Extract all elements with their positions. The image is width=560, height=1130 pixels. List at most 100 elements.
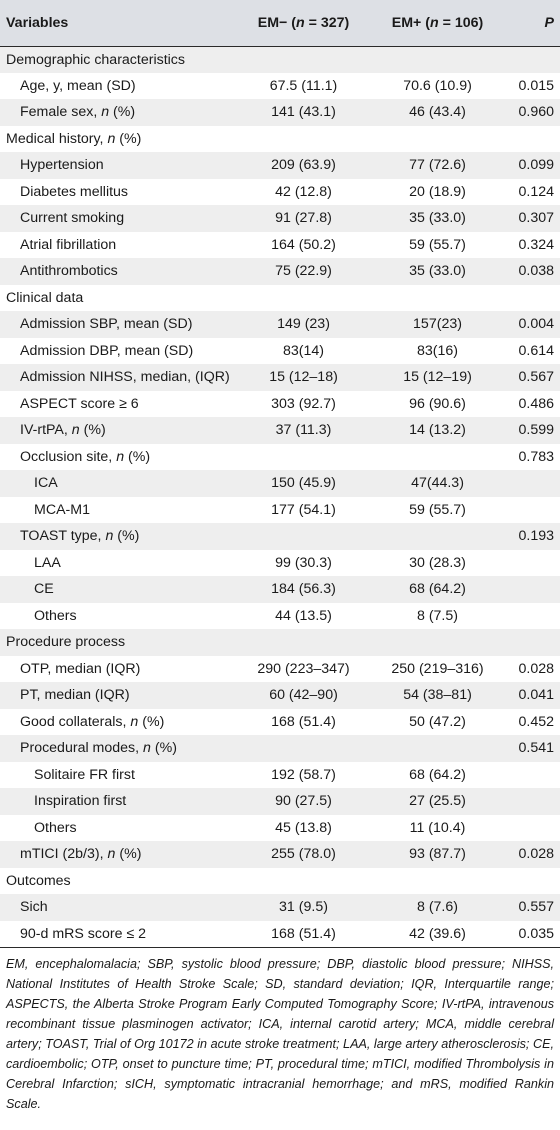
row-label: Medical history, n (%) xyxy=(6,130,142,147)
cell-p xyxy=(500,550,560,577)
row-label: Outcomes xyxy=(6,872,71,889)
table-row: Inspiration first 90 (27.5) 27 (25.5) xyxy=(0,788,560,815)
cell-em-minus: 150 (45.9) xyxy=(271,475,336,492)
cell-em-plus: 47(44.3) xyxy=(411,475,464,492)
cell-p: 0.028 xyxy=(518,660,554,677)
cell-em-plus: 54 (38–81) xyxy=(403,687,472,704)
cell-em-minus xyxy=(232,868,375,895)
cell-em-minus: 168 (51.4) xyxy=(271,713,336,730)
table-row: Admission NIHSS, median, (IQR) 15 (12–18)… xyxy=(0,364,560,391)
cell-em-minus xyxy=(232,735,375,762)
row-label: Current smoking xyxy=(20,210,125,227)
table-row: Procedural modes, n (%) 0.541 xyxy=(0,735,560,762)
row-label: Atrial fibrillation xyxy=(20,236,117,253)
row-label: LAA xyxy=(34,554,61,571)
row-label: ICA xyxy=(34,475,58,492)
row-label: Good collaterals, n (%) xyxy=(20,713,165,730)
cell-p: 0.452 xyxy=(518,713,554,730)
cell-em-minus: 303 (92.7) xyxy=(271,395,336,412)
cell-em-plus: 96 (90.6) xyxy=(409,395,466,412)
cell-em-plus: 20 (18.9) xyxy=(409,183,466,200)
header-em-plus: EM+ (n = 106) xyxy=(375,0,500,47)
cell-em-minus: 149 (23) xyxy=(277,316,330,333)
cell-em-plus xyxy=(375,523,500,550)
row-label: 90-d mRS score ≤ 2 xyxy=(0,920,232,948)
cell-em-plus xyxy=(375,126,500,153)
table-row: MCA-M1 177 (54.1) 59 (55.7) xyxy=(0,497,560,524)
cell-em-plus: 157(23) xyxy=(413,316,462,333)
cell-em-plus: 11 (10.4) xyxy=(409,819,466,836)
cell-p: 0.324 xyxy=(518,236,554,253)
header-row: Variables EM− (n = 327) EM+ (n = 106) P xyxy=(0,0,560,47)
cell-em-minus: 67.5 (11.1) xyxy=(269,77,338,94)
cell-em-plus xyxy=(375,444,500,471)
table-row: Outcomes xyxy=(0,868,560,895)
row-label: TOAST type, n (%) xyxy=(20,528,140,545)
cell-p: 0.614 xyxy=(518,342,554,359)
cell-p xyxy=(500,470,560,497)
cell-em-minus: 99 (30.3) xyxy=(275,554,332,571)
cell-p xyxy=(500,815,560,842)
cell-em-minus: 290 (223–347) xyxy=(257,660,350,677)
table-row: Others 44 (13.5) 8 (7.5) xyxy=(0,603,560,630)
cell-em-plus: 59 (55.7) xyxy=(409,236,466,253)
cell-p: 0.599 xyxy=(518,422,554,439)
cell-em-minus: 75 (22.9) xyxy=(275,263,332,280)
cell-em-minus: 42 (12.8) xyxy=(275,183,332,200)
cell-p xyxy=(500,868,560,895)
table-row: ASPECT score ≥ 6 303 (92.7) 96 (90.6) 0.486 xyxy=(0,391,560,418)
table-body: Demographic characteristics Age, y, mean … xyxy=(0,46,560,948)
cell-p: 0.557 xyxy=(518,899,554,916)
cell-em-plus: 8 (7.6) xyxy=(416,899,458,916)
cell-em-minus xyxy=(232,285,375,312)
cell-em-minus xyxy=(232,46,375,73)
cell-em-plus: 35 (33.0) xyxy=(409,210,466,227)
row-label: Antithrombotics xyxy=(20,263,118,280)
cell-em-minus xyxy=(232,126,375,153)
row-label: Inspiration first xyxy=(34,793,127,810)
row-label: mTICI (2b/3), n (%) xyxy=(20,846,142,863)
cell-em-minus: 60 (42–90) xyxy=(269,687,338,704)
row-label: PT, median (IQR) xyxy=(20,687,130,704)
table-row: Age, y, mean (SD) 67.5 (11.1) 70.6 (10.9) 0… xyxy=(0,73,560,100)
table-row: 90-d mRS score ≤ 2 168 (51.4) 42 (39.6) 0.0… xyxy=(0,920,560,948)
cell-em-minus: 168 (51.4) xyxy=(232,920,375,948)
cell-p xyxy=(500,762,560,789)
table-row: Hypertension 209 (63.9) 77 (72.6) 0.099 xyxy=(0,152,560,179)
cell-em-plus: 83(16) xyxy=(416,342,458,359)
cell-em-plus xyxy=(375,868,500,895)
cell-p xyxy=(500,788,560,815)
cell-em-plus xyxy=(375,735,500,762)
row-label: Admission NIHSS, median, (IQR) xyxy=(20,369,230,386)
cell-em-minus: 83(14) xyxy=(282,342,324,359)
cell-p xyxy=(500,629,560,656)
cell-em-minus: 44 (13.5) xyxy=(275,607,332,624)
cell-em-plus: 59 (55.7) xyxy=(409,501,466,518)
table-row: Atrial fibrillation 164 (50.2) 59 (55.7) 0.… xyxy=(0,232,560,259)
cell-em-minus: 91 (27.8) xyxy=(275,210,332,227)
row-label: Demographic characteristics xyxy=(6,51,185,68)
cell-p: 0.960 xyxy=(518,104,554,121)
cell-p xyxy=(500,126,560,153)
cell-p: 0.541 xyxy=(518,740,554,757)
row-label: OTP, median (IQR) xyxy=(20,660,141,677)
cell-em-plus xyxy=(375,46,500,73)
cell-em-plus: 93 (87.7) xyxy=(409,846,466,863)
cell-em-minus: 192 (58.7) xyxy=(271,766,336,783)
cell-em-minus: 45 (13.8) xyxy=(275,819,332,836)
cell-p: 0.004 xyxy=(518,316,554,333)
cell-em-plus: 68 (64.2) xyxy=(409,581,466,598)
table-row: Occlusion site, n (%) 0.783 xyxy=(0,444,560,471)
cell-em-plus: 30 (28.3) xyxy=(409,554,466,571)
cell-p xyxy=(500,497,560,524)
table-row: Current smoking 91 (27.8) 35 (33.0) 0.307 xyxy=(0,205,560,232)
table-row: Admission DBP, mean (SD) 83(14) 83(16) 0.61… xyxy=(0,338,560,365)
cell-p: 0.035 xyxy=(500,920,560,948)
cell-em-plus: 42 (39.6) xyxy=(375,920,500,948)
table-row: CE 184 (56.3) 68 (64.2) xyxy=(0,576,560,603)
cell-p: 0.124 xyxy=(518,183,554,200)
cell-em-plus: 50 (47.2) xyxy=(409,713,466,730)
cell-em-minus: 164 (50.2) xyxy=(271,236,336,253)
row-label: Solitaire FR first xyxy=(34,766,135,783)
header-variables: Variables xyxy=(0,0,232,47)
